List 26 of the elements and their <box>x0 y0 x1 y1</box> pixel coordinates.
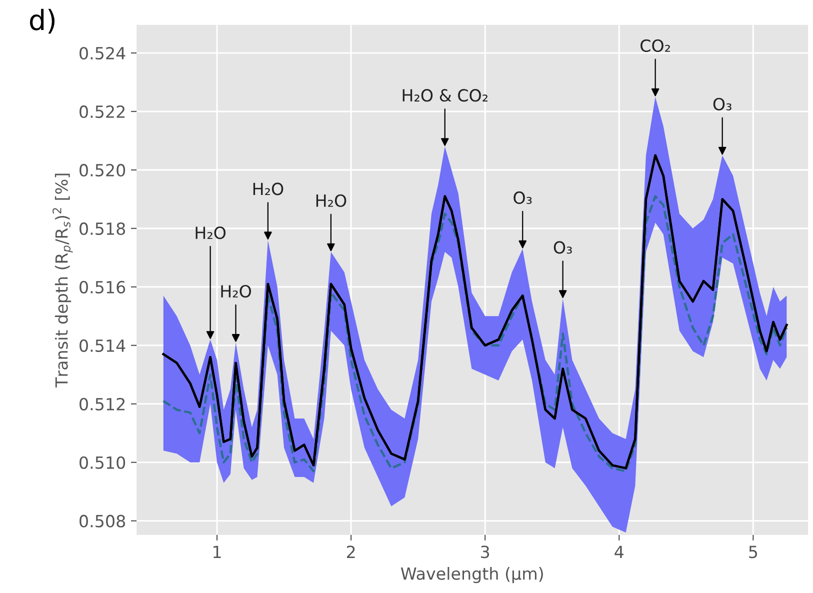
y-tick-label: 0.508 <box>80 514 126 528</box>
annotation: H₂O <box>316 194 346 207</box>
x-tick-label: 5 <box>749 546 758 558</box>
annotation: H₂O & CO₂ <box>402 89 488 102</box>
text: d) <box>30 8 55 34</box>
annotation: H₂O <box>253 182 284 196</box>
y-axis-title: Transit depth (R$_{p}$/R$_{s}$)$^{2}$ [%] <box>52 174 73 388</box>
annotation: H₂O <box>196 226 226 240</box>
y-tick-label: 0.518 <box>80 222 126 235</box>
annotation: H₂O <box>221 284 251 298</box>
y-tick-label: 0.510 <box>80 456 126 469</box>
x-tick-label: 1 <box>214 546 221 558</box>
y-tick-label: 0.512 <box>80 398 124 410</box>
x-tick-label: 3 <box>481 546 490 558</box>
y-tick-label: 0.514 <box>80 339 126 352</box>
annotation: O₃ <box>554 241 572 254</box>
x-tick-label: 4 <box>614 546 624 558</box>
y-tick-label: 0.524 <box>80 46 126 60</box>
y-tick-label: 0.522 <box>80 105 124 118</box>
annotation: CO₂ <box>640 39 670 52</box>
y-tick-label: 0.520 <box>80 164 126 177</box>
annotation: O₃ <box>514 191 532 204</box>
y-tick-label: 0.516 <box>80 280 126 294</box>
x-axis-title: Wavelength (μm) <box>400 566 543 584</box>
annotation: O₃ <box>713 98 732 110</box>
x-tick-label: 2 <box>346 546 355 558</box>
